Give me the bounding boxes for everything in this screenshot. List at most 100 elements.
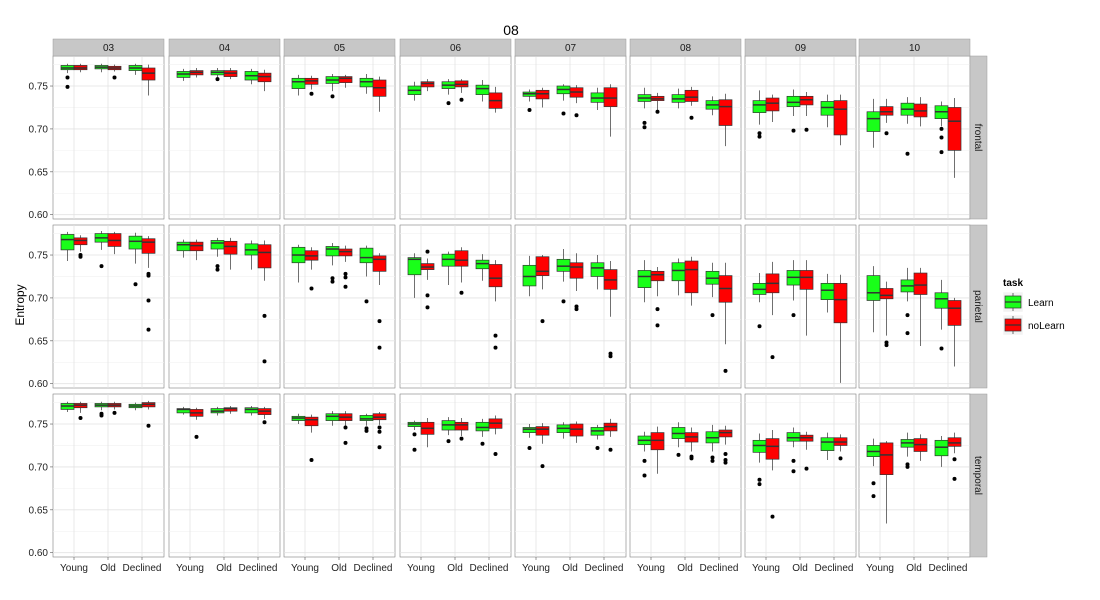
boxplot-05-parietal-Young-noLearn (304, 247, 319, 291)
boxplot-09-temporal-Declined-Learn (820, 432, 835, 461)
facet-grid: 03 04 05 06 07 08 09 10 frontal parietal temporal 0… (29, 38, 988, 574)
boxplot-06-temporal-Old-noLearn (454, 418, 469, 441)
outlier-point (78, 254, 83, 259)
row-strip-label: temporal (972, 456, 983, 495)
boxplot-08-frontal-Old-noLearn (684, 86, 699, 120)
panel-background (629, 393, 742, 558)
boxplot-06-frontal-Young-Learn (407, 81, 422, 101)
outlier-point (377, 319, 382, 324)
box-iqr (257, 244, 272, 269)
legend-label: Learn (1028, 298, 1054, 309)
x-tick-label: Old (906, 563, 922, 574)
panel-background (514, 224, 627, 389)
boxplot-09-frontal-Declined-Learn (820, 94, 835, 128)
x-tick-label: Declined (585, 563, 624, 574)
outlier-point (804, 466, 809, 471)
panel-background (52, 55, 165, 220)
x-tick-label: Young (407, 563, 435, 574)
boxplot-10-frontal-Declined-noLearn (947, 98, 962, 178)
panel-background (744, 55, 857, 220)
box-iqr (176, 241, 191, 252)
outlier-point (710, 458, 715, 463)
box-iqr (947, 300, 962, 326)
boxplot-07-parietal-Young-Learn (522, 255, 537, 297)
box-iqr (475, 84, 490, 95)
y-tick-label: 0.75 (29, 420, 49, 431)
box-iqr (879, 106, 894, 116)
box-iqr (359, 247, 374, 264)
facet-panel-06-frontal (399, 55, 512, 220)
boxplot-09-parietal-Old-noLearn (799, 260, 814, 336)
box-iqr (799, 270, 814, 290)
boxplot-06-temporal-Declined-noLearn (488, 415, 503, 457)
outlier-point (905, 331, 910, 336)
boxplot-04-temporal-Old-noLearn (223, 406, 238, 414)
boxplot-10-temporal-Old-Learn (900, 432, 915, 469)
outlier-point (757, 324, 762, 329)
x-tick-label: Declined (354, 563, 393, 574)
y-tick-label: 0.60 (29, 210, 49, 221)
outlier-point (757, 131, 762, 136)
outlier-point (791, 469, 796, 474)
box-iqr (718, 429, 733, 438)
y-tick-label: 0.75 (29, 251, 49, 262)
facet-panel-07-frontal (514, 55, 627, 220)
facet-panel-09-frontal (744, 55, 857, 220)
box-iqr (359, 77, 374, 88)
outlier-point (309, 91, 314, 96)
outlier-point (939, 150, 944, 155)
outlier-point (561, 111, 566, 116)
boxplot-09-frontal-Young-noLearn (765, 94, 780, 123)
column-strip-label: 08 (680, 43, 692, 54)
row-strip-label: frontal (972, 124, 983, 152)
box-iqr (913, 272, 928, 295)
outlier-point (905, 464, 910, 469)
box-iqr (454, 421, 469, 431)
box-iqr (325, 246, 340, 257)
x-tick-label: Young (866, 563, 894, 574)
boxplot-06-parietal-Declined-noLearn (488, 260, 503, 350)
outlier-point (425, 249, 430, 254)
boxplot-10-temporal-Declined-Learn (934, 436, 949, 467)
boxplot-04-temporal-Declined-noLearn (257, 406, 272, 425)
outlier-point (939, 135, 944, 140)
box-iqr (475, 259, 490, 270)
column-strip-label: 07 (565, 43, 577, 54)
outlier-point (65, 84, 70, 89)
boxplot-08-parietal-Young-noLearn (650, 267, 665, 328)
boxplot-07-parietal-Declined-Learn (590, 255, 605, 290)
box-iqr (637, 270, 652, 288)
boxplot-10-parietal-Old-Learn (900, 267, 915, 336)
boxplot-09-frontal-Declined-noLearn (833, 94, 848, 146)
box-iqr (128, 235, 143, 250)
outlier-point (689, 115, 694, 120)
box-iqr (786, 95, 801, 107)
outlier-point (791, 128, 796, 133)
boxplot-07-frontal-Young-Learn (522, 89, 537, 113)
y-tick-label: 0.60 (29, 379, 49, 390)
box-iqr (752, 439, 767, 453)
outlier-point (215, 264, 220, 269)
outlier-point (689, 456, 694, 461)
box-iqr (866, 111, 881, 132)
panel-background (168, 55, 281, 220)
outlier-point (459, 97, 464, 102)
boxplot-10-parietal-Old-noLearn (913, 267, 928, 346)
outlier-point (655, 307, 660, 312)
outlier-point (723, 368, 728, 373)
outlier-point (540, 319, 545, 324)
outlier-point (330, 276, 335, 281)
panel-background (399, 55, 512, 220)
boxplot-10-frontal-Old-noLearn (913, 97, 928, 127)
outlier-point (343, 284, 348, 289)
boxplot-06-frontal-Young-noLearn (420, 79, 435, 92)
facet-panel-09-temporal (744, 393, 857, 558)
boxplot-10-parietal-Declined-Learn (934, 279, 949, 351)
boxplot-09-parietal-Declined-noLearn (833, 274, 848, 383)
outlier-point (527, 108, 532, 113)
panel-background (52, 393, 165, 558)
outlier-point (377, 429, 382, 434)
box-iqr (569, 423, 584, 437)
boxplot-04-parietal-Old-noLearn (223, 237, 238, 270)
outlier-point (871, 494, 876, 499)
